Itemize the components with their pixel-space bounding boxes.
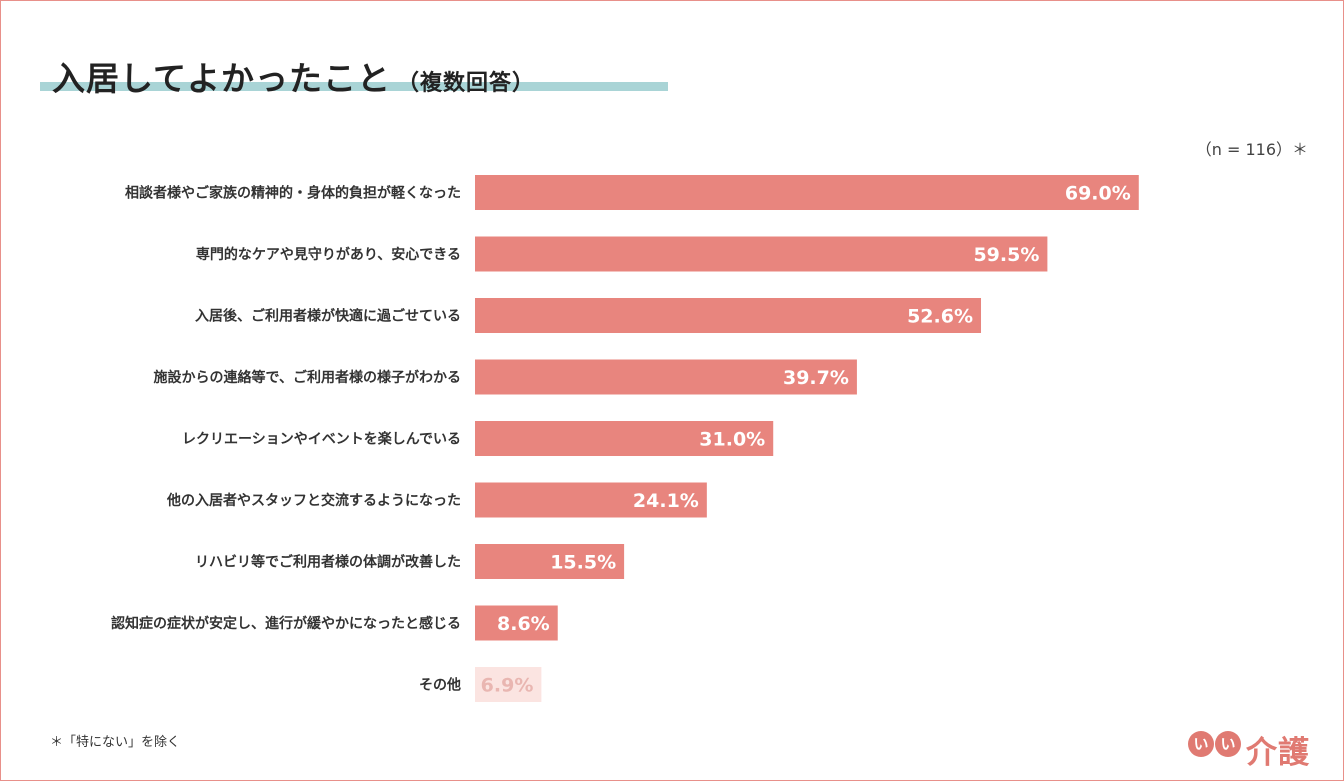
bar-1 bbox=[475, 236, 1048, 272]
bar-8 bbox=[475, 667, 542, 702]
chart-title-text: 入居してよかったこと bbox=[52, 59, 392, 98]
bar-4 bbox=[475, 421, 774, 456]
title-underline bbox=[40, 82, 668, 91]
category-label-8: その他 bbox=[419, 677, 461, 694]
category-label-7: 認知症の症状が安定し、進行が緩やかになったと感じる bbox=[111, 615, 461, 632]
bar-7 bbox=[475, 605, 558, 641]
bar-6 bbox=[475, 544, 625, 579]
category-label-0: 相談者様やご家族の精神的・身体的負担が軽くなった bbox=[125, 185, 461, 202]
category-label-3: 施設からの連絡等で、ご利用者様の様子がわかる bbox=[154, 369, 461, 386]
value-label-6: 15.5% bbox=[550, 552, 616, 574]
category-label-2: 入居後、ご利用者様が快適に過ごせている bbox=[195, 308, 461, 325]
chart-title: 入居してよかったこと （複数回答） bbox=[52, 52, 535, 100]
logo-text: 介護 bbox=[1246, 735, 1310, 771]
brand-logo: い い 介護 bbox=[1188, 727, 1318, 771]
category-label-1: 専門的なケアや見守りがあり、安心できる bbox=[196, 246, 461, 263]
bar-2 bbox=[475, 298, 982, 333]
footnote: ＊「特にない」を除く bbox=[50, 735, 181, 750]
category-label-6: リハビリ等でご利用者様の体調が改善した bbox=[195, 554, 461, 571]
value-label-2: 52.6% bbox=[907, 306, 973, 328]
value-label-1: 59.5% bbox=[973, 244, 1039, 266]
category-label-5: 他の入居者やスタッフと交流するようになった bbox=[166, 492, 461, 509]
bar-5 bbox=[475, 482, 707, 518]
logo-circle-2: い bbox=[1215, 731, 1241, 757]
value-label-7: 8.6% bbox=[497, 613, 550, 635]
value-label-3: 39.7% bbox=[783, 367, 849, 389]
value-label-0: 69.0% bbox=[1065, 183, 1131, 205]
chart-subtitle: （複数回答） bbox=[397, 71, 536, 96]
value-label-4: 31.0% bbox=[699, 429, 765, 451]
bar-3 bbox=[475, 359, 857, 395]
sample-size-note: （n = 116）＊ bbox=[1195, 140, 1308, 159]
logo-circle-1: い bbox=[1188, 731, 1214, 757]
bar-0 bbox=[475, 175, 1139, 210]
value-label-8: 6.9% bbox=[481, 675, 534, 697]
category-label-4: レクリエーションやイベントを楽しんでいる bbox=[182, 431, 461, 448]
value-label-5: 24.1% bbox=[633, 490, 699, 512]
